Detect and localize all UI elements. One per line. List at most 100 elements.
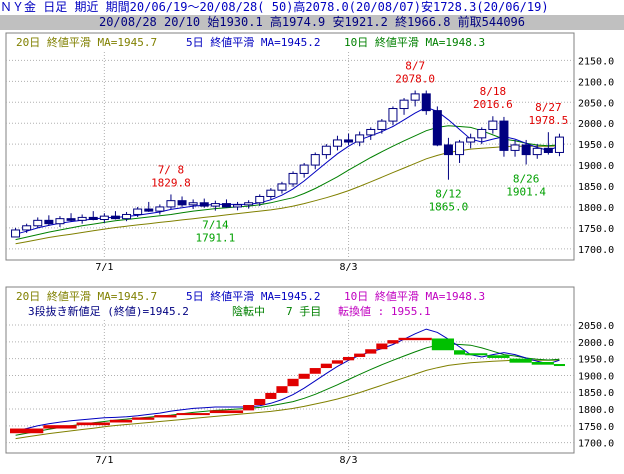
annotation-value: 1901.4 <box>506 185 546 198</box>
candle-body <box>499 120 509 151</box>
break-brick <box>276 386 288 393</box>
candle-body <box>310 154 320 166</box>
break-brick <box>209 410 244 414</box>
x-tick-label: 7/1 <box>95 262 113 273</box>
chart-header-ohlc: 20/08/28 20/10 始1930.1 高1974.9 安1921.2 終… <box>0 15 624 30</box>
candle-body <box>266 189 276 197</box>
annotation-value: 2016.6 <box>473 98 513 111</box>
candle-panel-frame <box>5 32 575 261</box>
candle-body <box>455 141 465 156</box>
candle-body <box>288 172 298 185</box>
y-tick-label: 1850.0 <box>578 182 614 193</box>
candle-body <box>277 183 287 191</box>
chart-header-title: ＮＹ金 日足 期近 期間20/06/19～20/08/28( 50)高2078.… <box>0 0 624 15</box>
break-brick <box>509 358 532 363</box>
candle-body <box>410 93 420 101</box>
candle-panel-grid <box>6 52 574 259</box>
candle-body <box>255 195 265 204</box>
ma20-line <box>15 145 560 245</box>
break-brick <box>365 349 377 354</box>
break-bricks <box>10 337 565 434</box>
break-brick <box>254 398 266 406</box>
break-brick <box>387 340 399 344</box>
candle-body <box>188 202 198 206</box>
break-brick <box>265 392 277 399</box>
ma10-line <box>15 125 560 241</box>
y-tick-label: 1950.0 <box>578 355 614 366</box>
candle-body <box>510 144 520 151</box>
bottom-info-break-price: 3段抜き新値足 (終値)=1945.2 <box>28 304 189 318</box>
y-tick-label: 1800.0 <box>578 203 614 214</box>
break-brick <box>176 413 210 416</box>
candle-body <box>521 144 531 156</box>
bottom-info-reversal: 転換値 : 1955.1 <box>338 305 431 318</box>
candle-body <box>77 216 87 221</box>
candle-body <box>432 110 442 146</box>
candle-y-ticks: 2150.0 2100.0 2050.0 2000.0 1950.0 1900.0 1850… <box>578 56 614 255</box>
candle-panel-ma-lines <box>15 106 560 245</box>
ma5-line <box>15 106 560 235</box>
candle-body <box>177 200 187 206</box>
candle-body <box>221 203 231 208</box>
top-legend-ma20: 20日 終値平滑 MA=1945.7 <box>16 35 157 49</box>
annotation-value: 1978.5 <box>528 114 568 127</box>
candle-body <box>366 128 376 136</box>
candle-body <box>466 137 476 143</box>
annotation-date: 8/18 <box>480 85 507 98</box>
top-legend-ma5: 5日 終値平滑 MA=1945.2 <box>186 35 320 49</box>
candle-body <box>388 108 398 122</box>
candle-body <box>33 219 43 227</box>
candle-body <box>477 128 487 139</box>
candle-body <box>88 216 98 220</box>
break-brick <box>243 405 255 411</box>
y-tick-label: 1750.0 <box>578 224 614 235</box>
annotation-date: 7/ 8 <box>158 163 185 176</box>
annotation-value: 1865.0 <box>429 201 469 214</box>
x-tick-label: 8/3 <box>340 262 358 273</box>
break-brick <box>320 363 332 369</box>
candle-series <box>11 90 564 238</box>
break-brick <box>298 373 310 379</box>
candle-body <box>210 203 220 207</box>
candle-body <box>155 206 165 212</box>
candle-body <box>22 225 32 231</box>
break-brick <box>354 353 366 357</box>
break-brick <box>109 419 133 423</box>
bottom-info-step: 7 手目 <box>286 304 321 318</box>
candle-body <box>355 134 365 143</box>
y-tick-label: 1950.0 <box>578 140 614 151</box>
y-tick-label: 1800.0 <box>578 405 614 416</box>
bottom-legend-ma20: 20日 終値平滑 MA=1945.7 <box>16 289 157 303</box>
candle-body <box>133 208 143 215</box>
bottom-legend-ma10: 10日 終値平滑 MA=1948.3 <box>344 289 485 303</box>
candle-body <box>543 147 553 153</box>
ma20-line <box>15 359 560 440</box>
y-tick-label: 2150.0 <box>578 56 614 67</box>
y-tick-label: 1750.0 <box>578 422 614 433</box>
candle-body <box>344 139 354 143</box>
break-brick <box>398 337 432 341</box>
y-tick-label: 2050.0 <box>578 98 614 109</box>
break-brick <box>76 422 110 426</box>
break-brick <box>487 355 510 358</box>
candle-body <box>110 215 120 220</box>
break-brick <box>531 362 554 365</box>
annotation-value: 1829.8 <box>151 176 191 189</box>
break-brick <box>465 353 488 356</box>
candle-body <box>554 136 564 153</box>
break-brick <box>431 338 454 351</box>
annotation-date: 8/12 <box>435 188 462 201</box>
break-brick <box>553 364 565 367</box>
break-y-ticks: 2050.0 2000.0 1950.0 1900.0 1850.0 1800.0 1750… <box>578 321 614 450</box>
break-brick <box>43 425 77 429</box>
break-brick <box>287 378 299 387</box>
y-tick-label: 1850.0 <box>578 388 614 399</box>
candle-body <box>166 200 176 208</box>
candle-body <box>122 213 132 220</box>
break-brick <box>454 350 466 355</box>
break-panel-grid <box>6 320 574 452</box>
break-brick <box>154 415 177 418</box>
candle-body <box>199 202 209 207</box>
y-tick-label: 2100.0 <box>578 77 614 88</box>
